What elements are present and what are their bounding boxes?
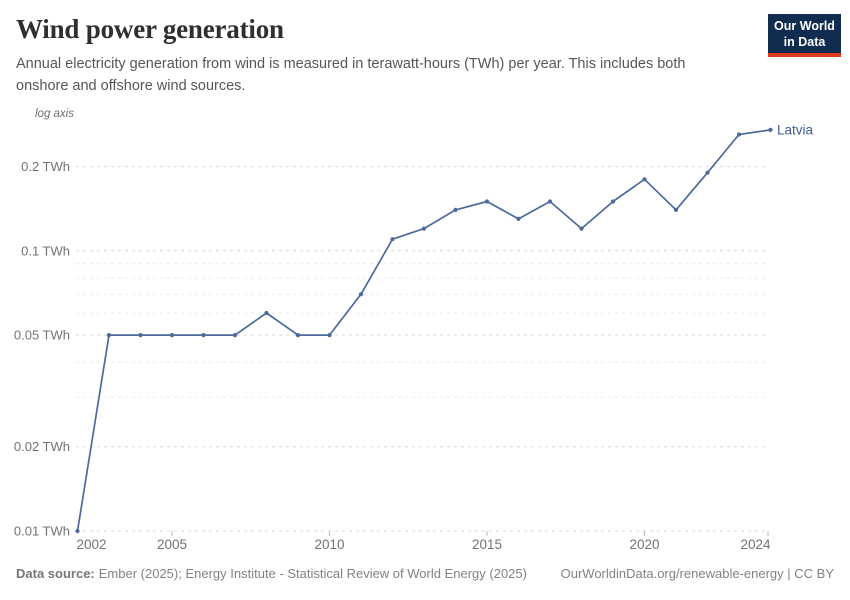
data-point[interactable]	[264, 310, 269, 316]
series-end-label[interactable]: Latvia	[777, 122, 814, 137]
page-title: Wind power generation	[16, 14, 284, 44]
data-point[interactable]	[705, 170, 710, 175]
y-axis-tick-label: 0.1 TWh	[21, 243, 70, 258]
data-point[interactable]	[547, 199, 553, 204]
data-point[interactable]	[201, 333, 206, 338]
data-point[interactable]	[484, 199, 490, 204]
series-line[interactable]	[76, 129, 772, 532]
owid-link[interactable]: OurWorldinData.org/renewable-energy | CC…	[560, 566, 834, 581]
data-point[interactable]	[75, 528, 80, 534]
x-axis-tick-label: 2015	[472, 537, 502, 552]
data-point[interactable]	[516, 216, 521, 221]
data-point[interactable]	[673, 207, 679, 212]
owid-logo-line1: Our World	[774, 19, 835, 33]
data-point[interactable]	[358, 292, 364, 297]
data-point[interactable]	[610, 199, 616, 204]
data-point[interactable]	[579, 226, 584, 231]
chart-footer: Data source: Ember (2025); Energy Instit…	[16, 566, 834, 581]
chart-header: Wind power generation Annual electricity…	[16, 14, 750, 98]
x-axis-tick-label: 2024	[740, 537, 771, 552]
data-source-text: Ember (2025); Energy Institute - Statist…	[98, 566, 527, 581]
data-point[interactable]	[106, 333, 112, 338]
data-point[interactable]	[736, 132, 742, 137]
data-point[interactable]	[768, 127, 773, 132]
log-axis-note: log axis	[35, 108, 74, 120]
data-point[interactable]	[138, 333, 143, 338]
data-source-note: Data source: Ember (2025); Energy Instit…	[16, 566, 527, 581]
y-axis-tick-label: 0.05 TWh	[14, 328, 70, 343]
data-point[interactable]	[295, 333, 301, 338]
data-point[interactable]	[390, 237, 395, 242]
data-source-label: Data source:	[16, 566, 95, 581]
y-axis-tick-label: 0.01 TWh	[14, 524, 70, 539]
chart-subtitle: Annual electricity generation from wind …	[16, 56, 686, 94]
x-axis-tick-label: 2002	[76, 537, 106, 552]
x-axis-tick-label: 2020	[629, 537, 659, 552]
y-axis-tick-label: 0.2 TWh	[21, 159, 70, 174]
x-axis-tick-label: 2005	[157, 537, 187, 552]
data-point[interactable]	[169, 333, 175, 338]
data-point[interactable]	[453, 207, 458, 212]
data-point[interactable]	[232, 333, 238, 338]
owid-logo-line2: in Data	[783, 35, 826, 49]
data-point[interactable]	[642, 177, 647, 182]
owid-logo[interactable]: Our World in Data	[768, 14, 841, 57]
data-point[interactable]	[421, 226, 427, 231]
y-axis-tick-label: 0.02 TWh	[14, 439, 70, 454]
data-point[interactable]	[327, 333, 332, 338]
x-axis-tick-label: 2010	[314, 537, 344, 552]
